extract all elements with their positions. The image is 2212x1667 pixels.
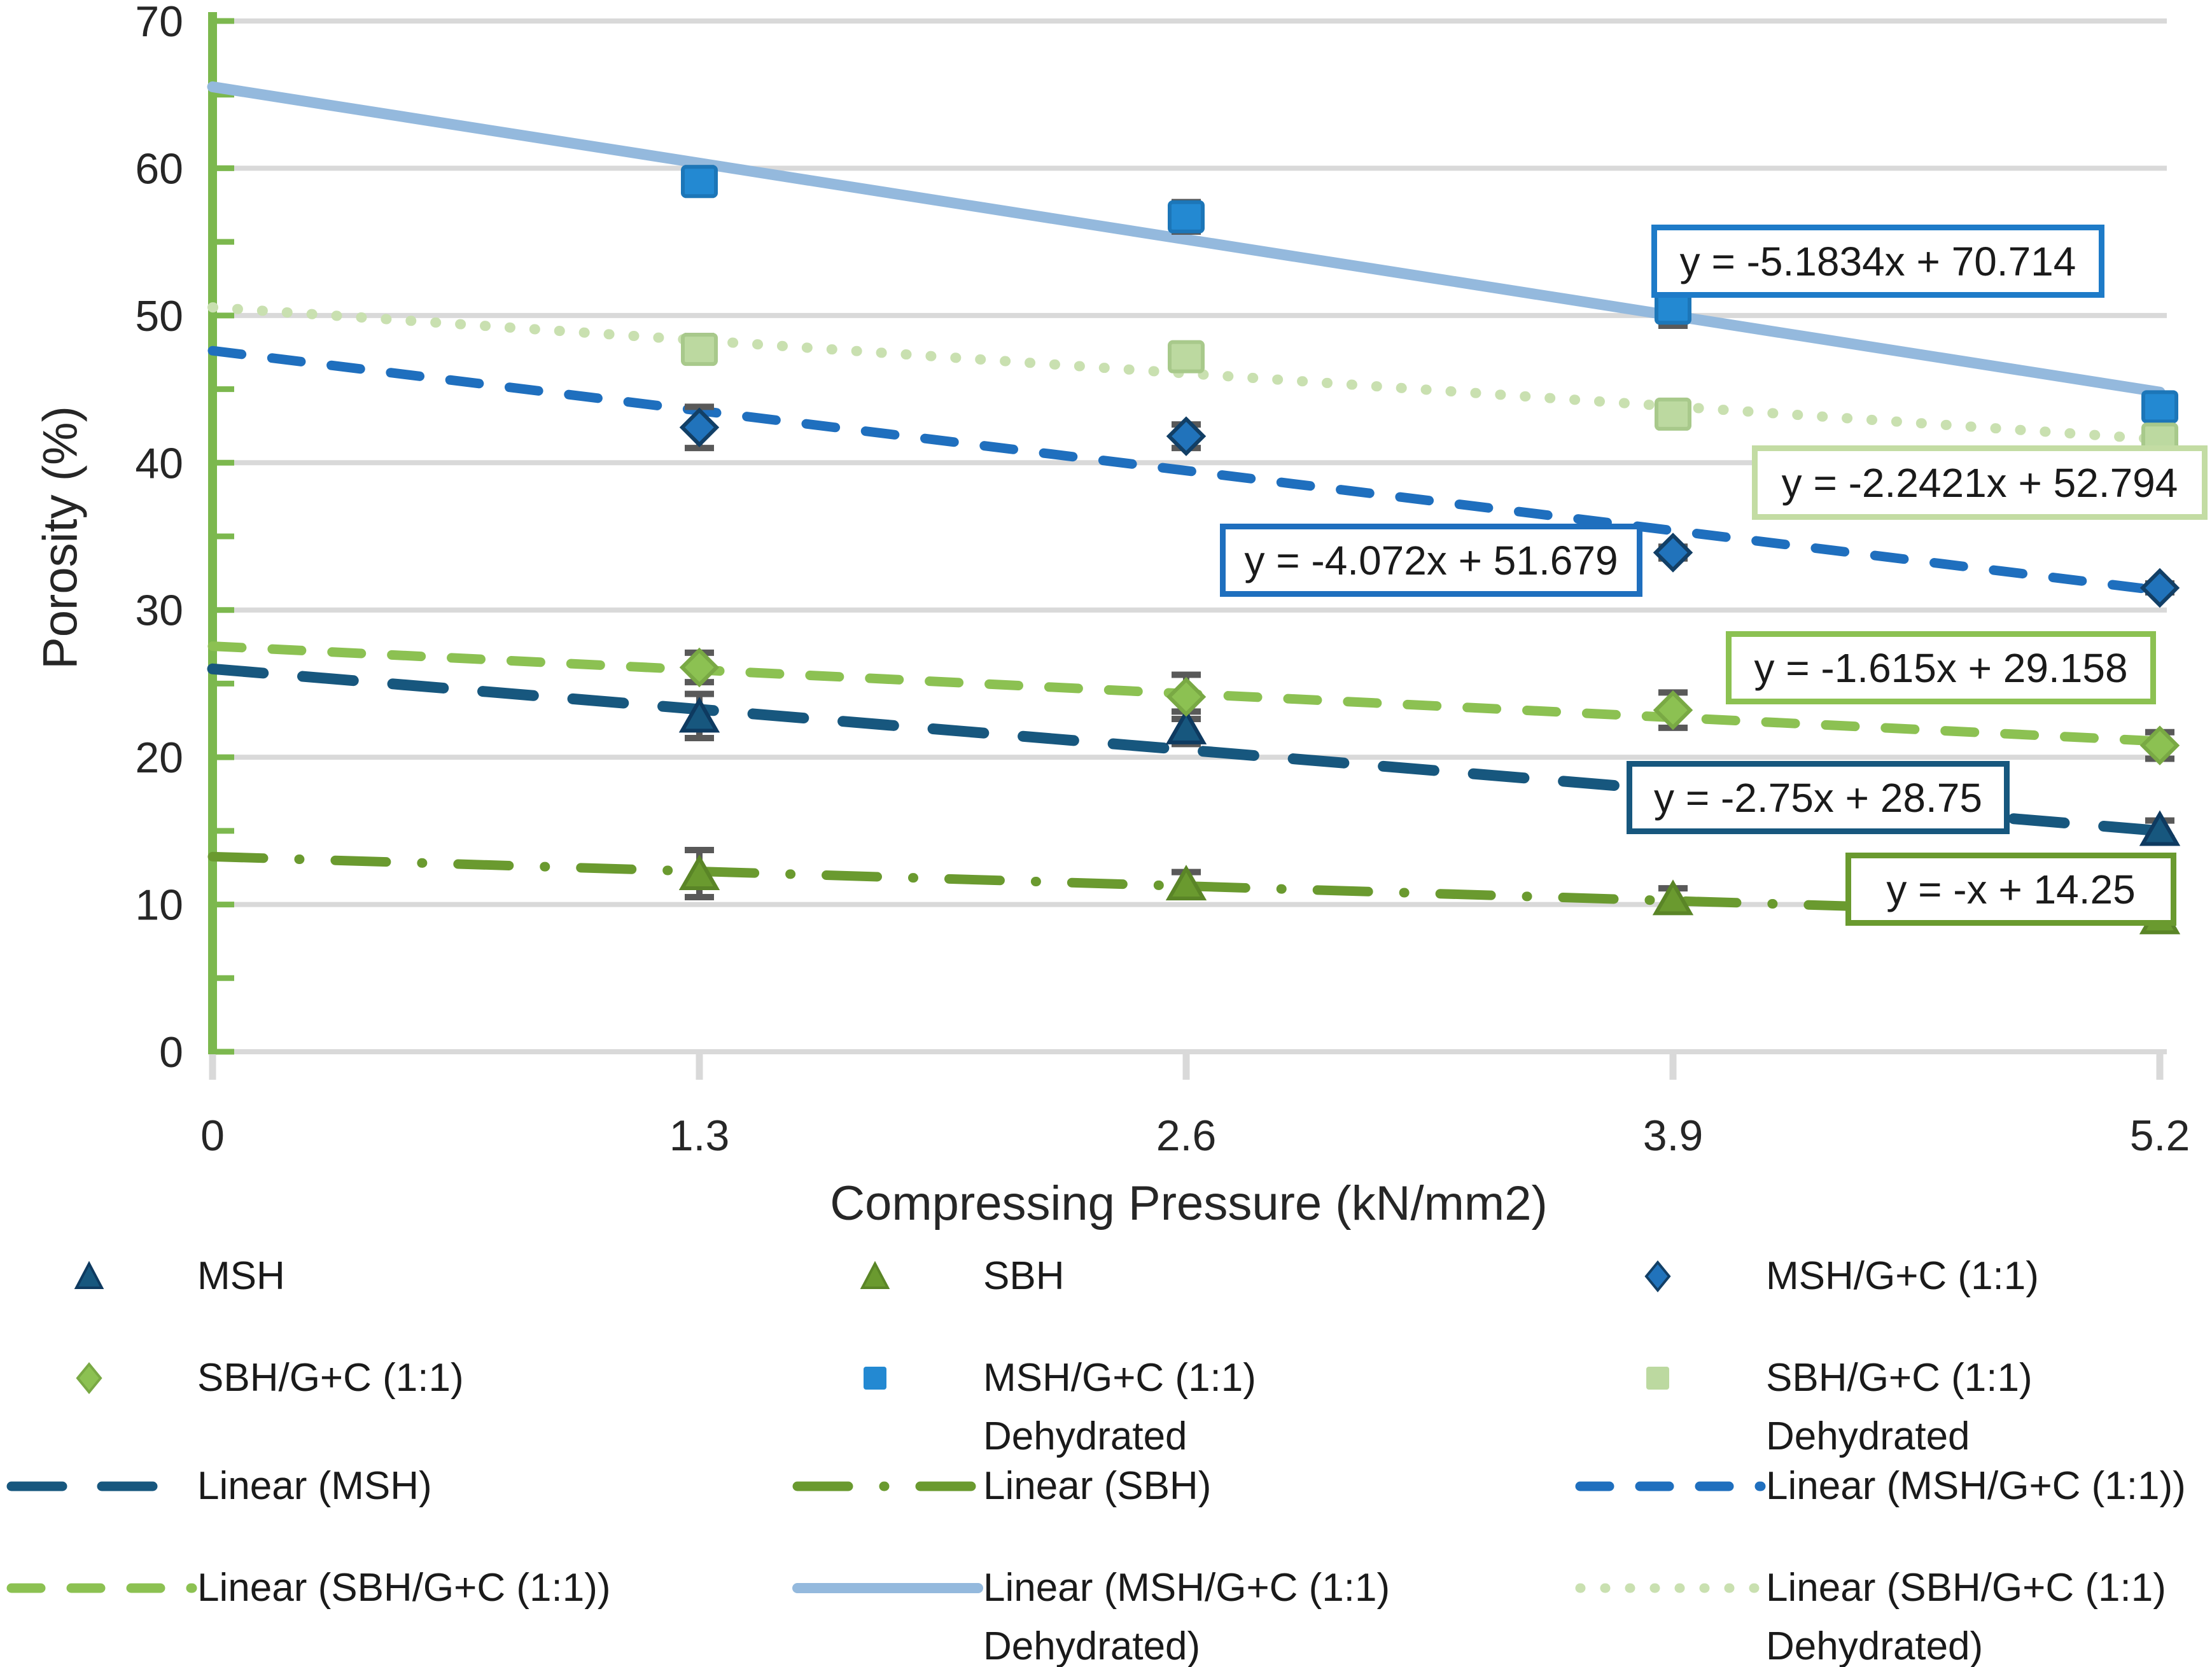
y-tick-label-60: 60 [135,144,183,193]
trendline-equation-text: y = -x + 14.25 [1886,866,2136,912]
trendline-equation-text: y = -2.75x + 28.75 [1654,774,1982,821]
legend-swatch-icon [1644,1260,1671,1293]
trendline-equation-label-2: y = -2.2421x + 52.794 [1752,445,2208,520]
trendline-equation-label-4: y = -1.615x + 29.158 [1726,631,2156,704]
legend-item-label: Linear (MSH/G+C (1:1)) [1766,1464,2186,1508]
legend-item-linear-msh-g-c-1-1-dehydrated: Linear (MSH/G+C (1:1) Dehydrated) [792,1559,1390,1667]
plot-area: 0 10 20 30 40 50 60 70 0 1.3 2.6 3.9 5.2 [135,0,2190,1160]
legend-item-sbh-g-c-1-1: SBH/G+C (1:1) [6,1349,464,1407]
x-axis-title: Compressing Pressure (kN/mm2) [830,1176,1548,1231]
marker-SBH-3.9 [1652,879,1694,916]
trendline-equation-label-1: y = -5.1834x + 70.714 [1651,225,2104,298]
marker-MSH/G+C (1:1) Dehydrated-2.6 [1168,200,1205,234]
marker-SBH/G+C (1:1) Dehydrated-1.3 [681,333,718,366]
legend-swatch-icon [792,1481,983,1491]
marker-SBH/G+C (1:1) Dehydrated-3.9 [1655,397,1691,431]
x-tick-label-2.6: 2.6 [1156,1112,1217,1160]
legend-item-label: MSH [197,1254,285,1298]
y-tick-label-50: 50 [135,292,183,340]
marker-MSH/G+C (1:1) Dehydrated-5.2 [2141,390,2178,424]
y-tick-label-0: 0 [159,1028,183,1077]
trendline-equation-label-5: y = -2.75x + 28.75 [1627,761,2010,834]
legend-swatch-icon [1575,1583,1766,1593]
legend-item-msh-g-c-1-1: MSH/G+C (1:1) [1575,1247,2039,1306]
legend-swatch-icon [76,1362,102,1395]
legend-swatch-icon [864,1367,886,1390]
marker-SBH/G+C (1:1)-5.2 [2139,725,2180,765]
legend-item-msh-g-c-1-1-dehydrated: MSH/G+C (1:1) Dehydrated [792,1349,1256,1466]
marker-MSH-1.3 [678,697,720,733]
legend-item-label: MSH/G+C (1:1) Dehydrated [983,1356,1256,1458]
legend-swatch-icon [6,1481,197,1491]
legend-item-linear-sbh-g-c-1-1: Linear (SBH/G+C (1:1)) [6,1559,611,1617]
y-tick-label-40: 40 [135,439,183,487]
legend-item-label: Linear (SBH) [983,1464,1212,1508]
y-tick-label-10: 10 [135,881,183,930]
marker-MSH/G+C (1:1)-5.2 [2139,568,2180,608]
x-tick-label-3.9: 3.9 [1643,1112,1704,1160]
y-tick-label-30: 30 [135,587,183,635]
trendline-equation-label-6: y = -x + 14.25 [1845,853,2176,926]
legend-item-linear-msh: Linear (MSH) [6,1457,432,1516]
x-tick-label-1.3: 1.3 [669,1112,730,1160]
legend-item-msh: MSH [6,1247,285,1306]
trendline-Linear (MSH/G+C (1:1)) [207,345,2165,596]
legend-item-label: SBH/G+C (1:1) Dehydrated [1766,1356,2033,1458]
legend-item-linear-sbh: Linear (SBH) [792,1457,1211,1516]
trendline-Linear (SBH/G+C (1:1) Dehydrated) [207,302,2165,445]
marker-SBH/G+C (1:1)-3.9 [1653,690,1693,730]
marker-MSH/G+C (1:1)-2.6 [1166,416,1207,456]
trendline-equation-text: y = -5.1834x + 70.714 [1679,238,2076,284]
legend-swatch-icon [792,1583,983,1593]
legend-item-sbh: SBH [792,1247,1064,1306]
y-tick-label-70: 70 [135,0,183,46]
legend-swatch-icon [6,1583,197,1593]
legend-item-sbh-g-c-1-1-dehydrated: SBH/G+C (1:1) Dehydrated [1575,1349,2033,1466]
x-tick-label-5.2: 5.2 [2130,1112,2190,1160]
legend-swatch-icon [74,1260,104,1289]
y-tick-label-20: 20 [135,734,183,782]
trendline-equation-text: y = -4.072x + 51.679 [1244,537,1618,583]
legend-item-label: Linear (SBH/G+C (1:1)) [197,1566,611,1610]
legend-item-label: Linear (SBH/G+C (1:1) Dehydrated) [1766,1566,2166,1667]
x-tick-label-0: 0 [200,1112,225,1160]
y-axis-title: Porosity (%) [33,406,88,669]
trendline-Linear (MSH/G+C (1:1) Dehydrated) [207,81,2166,398]
marker-MSH-2.6 [1165,708,1207,744]
legend-swatch-icon [1646,1367,1669,1390]
trendline-Linear (SBH) [207,851,2165,921]
legend-item-label: MSH/G+C (1:1) [1766,1254,2039,1298]
legend-item-label: Linear (MSH) [197,1464,432,1508]
marker-MSH/G+C (1:1) Dehydrated-1.3 [681,165,718,199]
marker-SBH/G+C (1:1)-1.3 [679,647,720,688]
marker-SBH/G+C (1:1)-2.6 [1166,677,1207,717]
legend-swatch-icon [860,1260,890,1289]
legend-item-label: SBH/G+C (1:1) [197,1356,464,1400]
marker-MSH/G+C (1:1)-1.3 [679,407,720,447]
marker-SBH-2.6 [1165,865,1207,901]
trendline-equation-text: y = -2.2421x + 52.794 [1781,459,2178,506]
legend-item-label: SBH [983,1254,1065,1298]
legend-item-linear-msh-g-c-1-1: Linear (MSH/G+C (1:1)) [1575,1457,2186,1516]
marker-SBH/G+C (1:1) Dehydrated-2.6 [1168,340,1205,373]
marker-SBH-1.3 [678,854,720,890]
trendline-equation-text: y = -1.615x + 29.158 [1754,645,2128,691]
marker-MSH/G+C (1:1)-3.9 [1653,533,1693,573]
trendline-equation-label-3: y = -4.072x + 51.679 [1220,524,1642,597]
legend-swatch-icon [1575,1481,1766,1491]
legend-item-linear-sbh-g-c-1-1-dehydrated: Linear (SBH/G+C (1:1) Dehydrated) [1575,1559,2166,1667]
marker-MSH/G+C (1:1) Dehydrated-3.9 [1655,291,1691,325]
legend-item-label: Linear (MSH/G+C (1:1) Dehydrated) [983,1566,1390,1667]
marker-MSH-5.2 [2139,810,2181,846]
